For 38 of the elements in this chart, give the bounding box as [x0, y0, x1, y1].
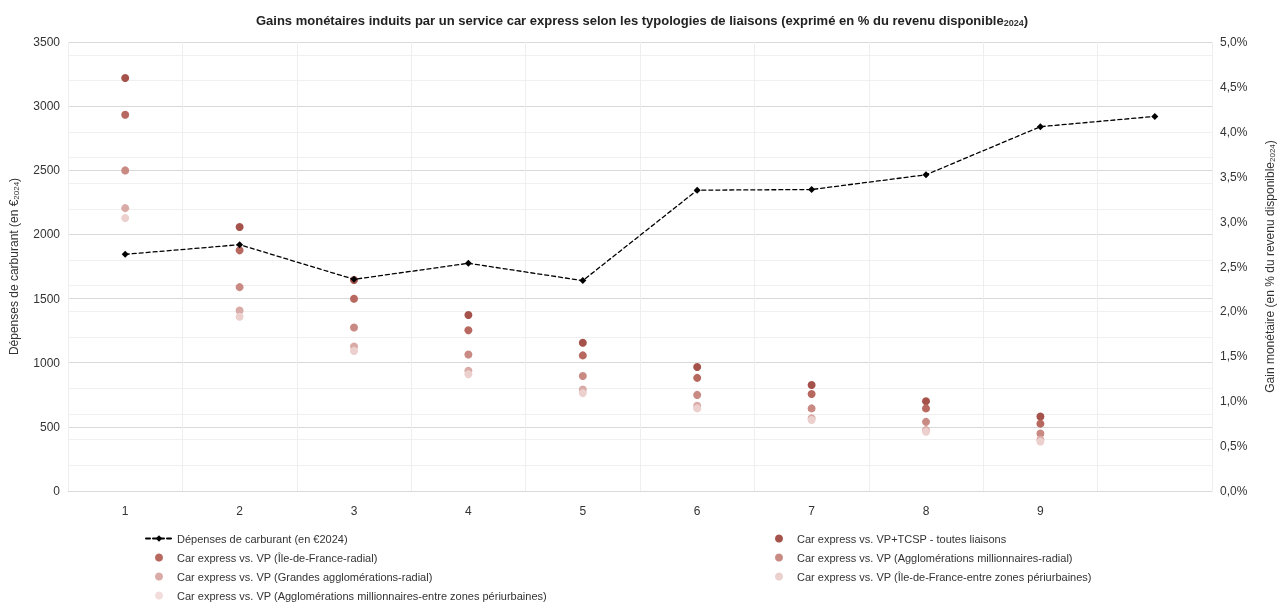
- x-tick-label: 8: [922, 504, 930, 518]
- y2-tick-label: 1,0%: [1220, 394, 1248, 409]
- legend-label: Car express vs. VP (Agglomérations millionnaires-entre zones périurbaines): [177, 589, 547, 602]
- x-tick-label: 7: [808, 504, 816, 518]
- x-tick-label: 3: [350, 504, 358, 518]
- x-tick-label: 6: [693, 504, 701, 518]
- y-tick-label: 2500: [33, 163, 61, 178]
- y-tick-label: 3500: [33, 35, 61, 49]
- x-tick-label: 1: [121, 504, 129, 518]
- y-tick-label: 2000: [33, 227, 61, 242]
- y-tick-label: 500: [39, 419, 61, 434]
- y-tick-label: 1500: [33, 291, 61, 306]
- x-tick-label: 5: [579, 504, 587, 518]
- y2-tick-label: 4,0%: [1220, 124, 1248, 139]
- legend-label: Dépenses de carburant (en €2024): [177, 532, 348, 545]
- x-tick-label: 2: [236, 504, 244, 518]
- x-tick-label: 9: [1037, 504, 1045, 518]
- y2-tick-label: 5,0%: [1220, 35, 1248, 49]
- legend-label: Car express vs. VP (Grandes agglomérations-radial): [177, 570, 433, 583]
- y2-tick-label: 1,5%: [1220, 349, 1248, 364]
- y2-tick-label: 2,5%: [1220, 259, 1248, 274]
- x-tick-label: 4: [465, 504, 473, 518]
- chart-title: Gains monétaires induits par un service car express selon les typologies de liaisons (exprimé en % du revenu disponible2024): [255, 12, 1029, 29]
- legend-label: Car express vs. VP+TCSP - toutes liaisons: [797, 532, 1007, 545]
- y-tick-label: 3000: [33, 99, 61, 114]
- y2-axis-title: Gain monétaire (en % du revenu disponible2024): [1263, 140, 1277, 393]
- legend-label: Car express vs. VP (Île-de-France-entre zones périurbaines): [797, 570, 1092, 583]
- legend-label: Car express vs. VP (Île-de-France-radial): [177, 551, 378, 564]
- y-axis-title: Dépenses de carburant (en €2024): [7, 177, 21, 356]
- y2-tick-label: 0,0%: [1220, 484, 1248, 498]
- legend-label: Car express vs. VP (Agglomérations millionnaires-radial): [797, 551, 1073, 564]
- y-tick-label: 0: [53, 484, 61, 498]
- y2-tick-label: 2,0%: [1220, 304, 1248, 319]
- y2-tick-label: 0,5%: [1220, 439, 1248, 454]
- y2-tick-label: 4,5%: [1220, 79, 1248, 94]
- y-tick-label: 1000: [33, 355, 61, 370]
- y2-tick-label: 3,0%: [1220, 214, 1248, 229]
- y2-tick-label: 3,5%: [1220, 169, 1248, 184]
